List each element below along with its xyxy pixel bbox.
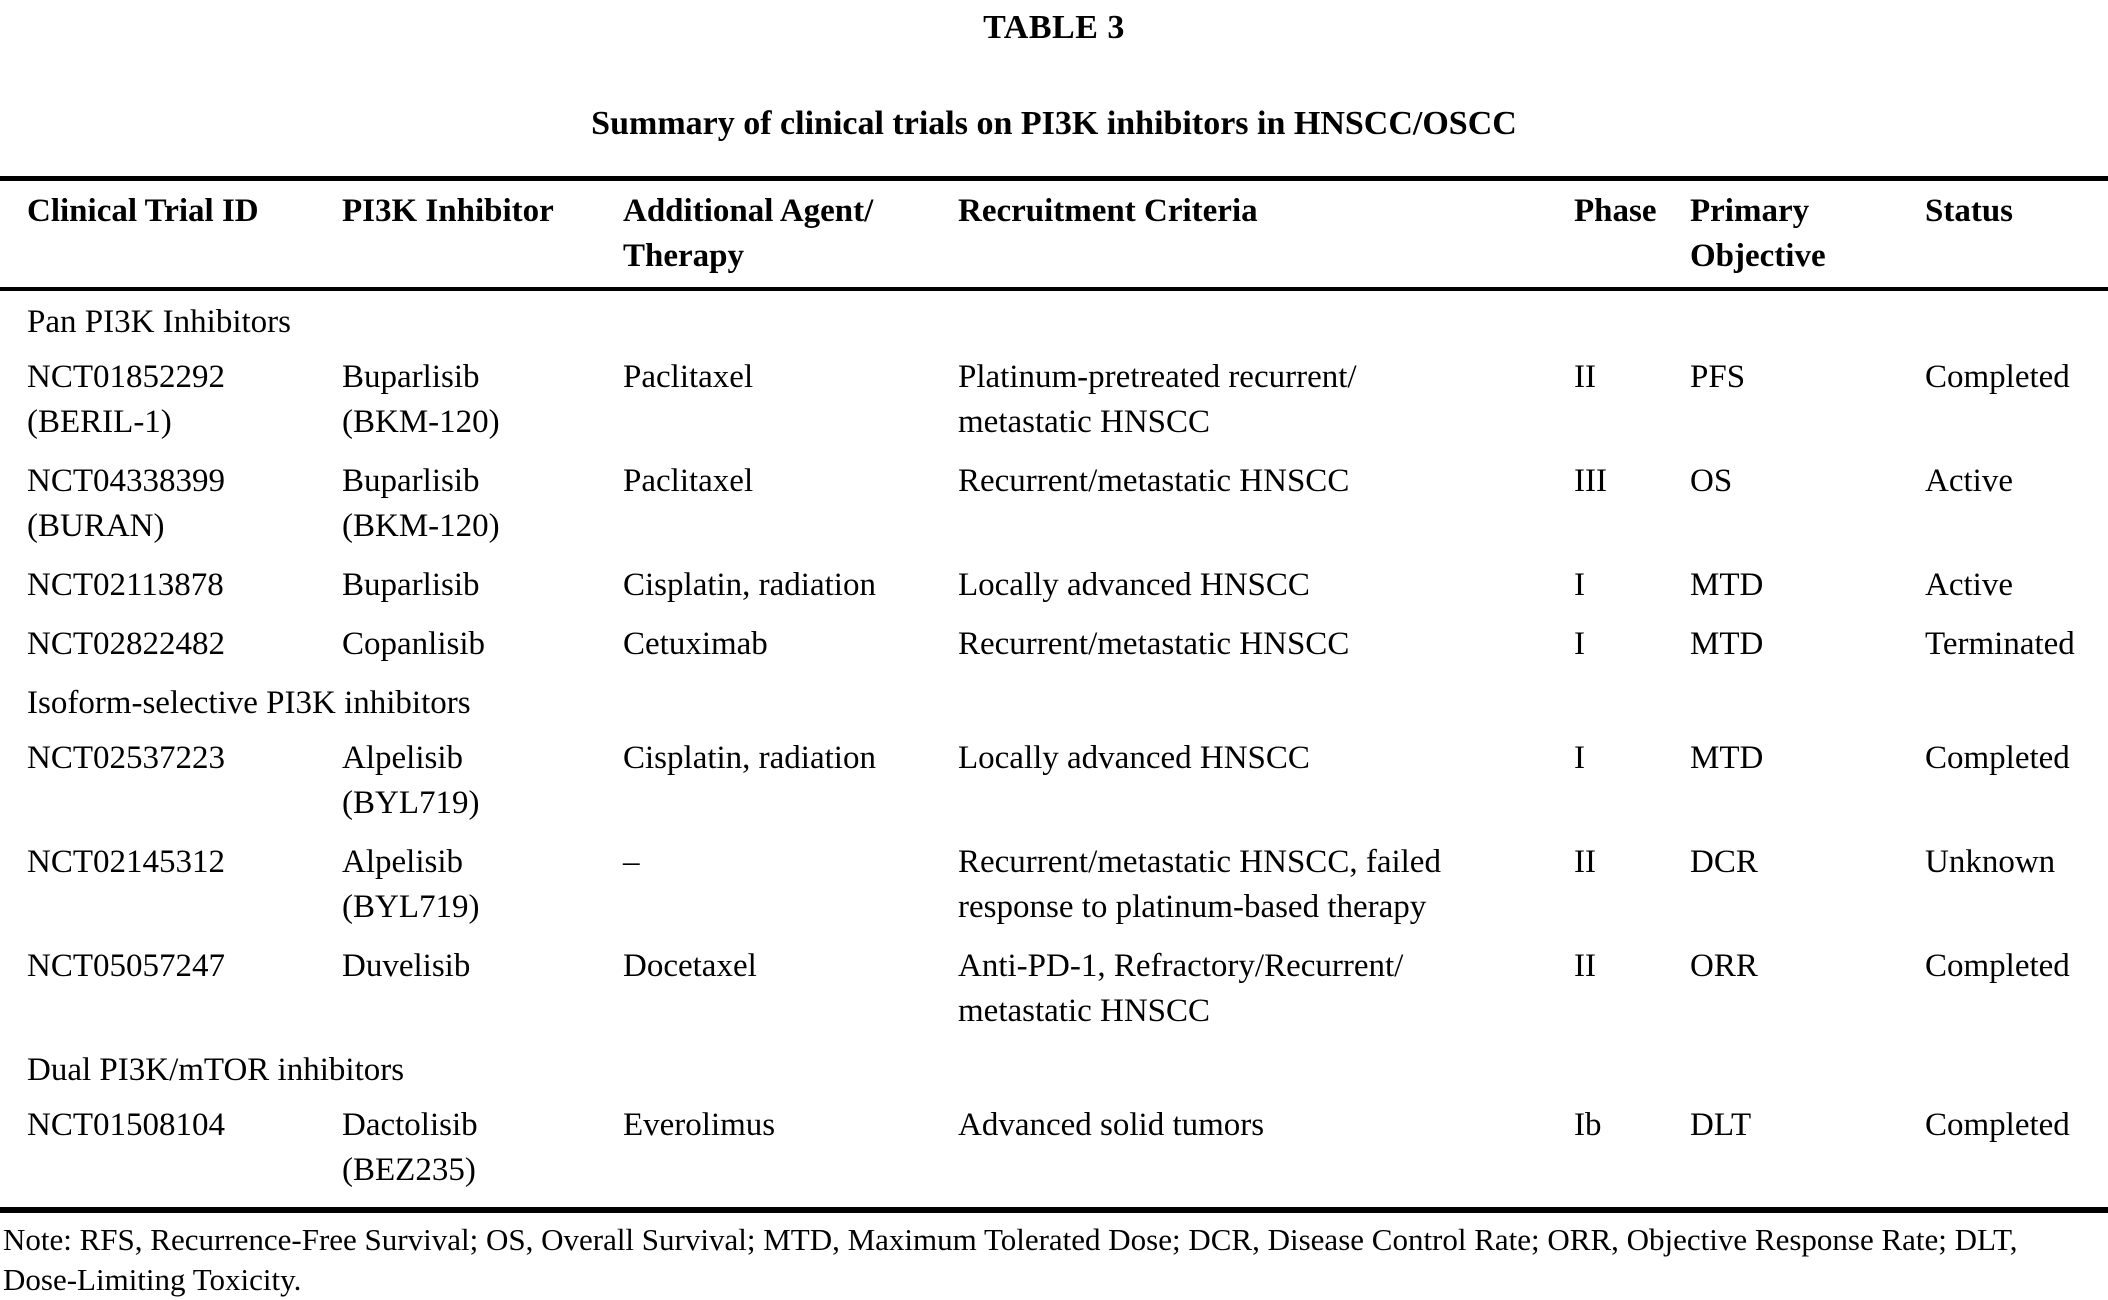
cell-status: Terminated: [1925, 626, 2075, 662]
cell-inhibitor: Buparlisib (BKM-120): [342, 359, 500, 440]
cell-phase: I: [1574, 567, 1585, 603]
cell-status: Completed: [1925, 948, 2070, 984]
cell-agent: –: [623, 844, 640, 880]
cell-inhibitor: Buparlisib: [342, 567, 480, 603]
column-header-phase: Phase: [1574, 178, 1690, 291]
cell-trial-id: NCT02145312: [27, 844, 225, 880]
column-header-pi3k-inhibitor: PI3K Inhibitor: [342, 178, 623, 291]
cell-inhibitor: Alpelisib (BYL719): [342, 844, 480, 925]
trial-row-nct02113878: NCT02113878 Buparlisib Cisplatin, radiat…: [0, 563, 2108, 622]
column-header-status: Status: [1925, 178, 2108, 291]
section-label: Dual PI3K/mTOR inhibitors: [27, 1052, 405, 1088]
cell-criteria: Anti-PD-1, Refractory/Recurrent/ metasta…: [958, 948, 1404, 1029]
table-number-title: TABLE 3: [983, 9, 1125, 46]
cell-status: Completed: [1925, 1107, 2070, 1143]
cell-agent: Docetaxel: [623, 948, 757, 984]
trial-row-nct02822482: NCT02822482 Copanlisib Cetuximab Recurre…: [0, 622, 2108, 681]
cell-objective: MTD: [1690, 740, 1764, 776]
cell-agent: Cisplatin, radiation: [623, 567, 876, 603]
trial-row-nct01852292: NCT01852292 (BERIL-1) Buparlisib (BKM-12…: [0, 355, 2108, 459]
column-header-clinical-trial-id: Clinical Trial ID: [0, 178, 342, 291]
cell-criteria: Recurrent/metastatic HNSCC, failed respo…: [958, 844, 1441, 925]
cell-inhibitor: Alpelisib (BYL719): [342, 740, 480, 821]
cell-phase: II: [1574, 359, 1596, 395]
cell-trial-id: NCT01852292 (BERIL-1): [27, 359, 225, 440]
cell-criteria: Locally advanced HNSCC: [958, 567, 1310, 603]
cell-phase: III: [1574, 463, 1607, 499]
column-header-additional-agent: Additional Agent/ Therapy: [623, 178, 958, 291]
cell-status: Active: [1925, 463, 2013, 499]
cell-trial-id: NCT02822482: [27, 626, 225, 662]
cell-agent: Cetuximab: [623, 626, 768, 662]
cell-trial-id: NCT05057247: [27, 948, 225, 984]
cell-criteria: Locally advanced HNSCC: [958, 740, 1310, 776]
section-label: Isoform-selective PI3K inhibitors: [27, 685, 471, 721]
cell-agent: Paclitaxel: [623, 463, 754, 499]
cell-inhibitor: Copanlisib: [342, 626, 486, 662]
cell-objective: ORR: [1690, 948, 1758, 984]
cell-inhibitor: Duvelisib: [342, 948, 471, 984]
table-caption: Summary of clinical trials on PI3K inhib…: [591, 105, 1517, 142]
cell-objective: MTD: [1690, 567, 1764, 603]
column-header-recruitment-criteria: Recruitment Criteria: [958, 178, 1574, 291]
cell-inhibitor: Dactolisib (BEZ235): [342, 1107, 478, 1188]
trial-row-nct02145312: NCT02145312 Alpelisib (BYL719) – Recurre…: [0, 840, 2108, 944]
trial-row-nct02537223: NCT02537223 Alpelisib (BYL719) Cisplatin…: [0, 736, 2108, 840]
section-label: Pan PI3K Inhibitors: [27, 304, 291, 340]
cell-status: Active: [1925, 567, 2013, 603]
cell-objective: OS: [1690, 463, 1733, 499]
cell-phase: Ib: [1574, 1107, 1602, 1143]
section-row-dual-pi3k-mtor: Dual PI3K/mTOR inhibitors: [0, 1048, 2108, 1103]
trial-row-nct04338399: NCT04338399 (BURAN) Buparlisib (BKM-120)…: [0, 459, 2108, 563]
table-footnote: Note: RFS, Recurrence-Free Survival; OS,…: [3, 1222, 2018, 1297]
section-row-pan-pi3k: Pan PI3K Inhibitors: [0, 289, 2108, 355]
cell-phase: I: [1574, 626, 1585, 662]
cell-status: Completed: [1925, 740, 2070, 776]
cell-trial-id: NCT04338399 (BURAN): [27, 463, 225, 544]
cell-inhibitor: Buparlisib (BKM-120): [342, 463, 500, 544]
cell-phase: I: [1574, 740, 1585, 776]
column-header-primary-objective: Primary Objective: [1690, 178, 1925, 291]
cell-phase: II: [1574, 948, 1596, 984]
clinical-trials-table: Clinical Trial ID PI3K Inhibitor Additio…: [0, 176, 2108, 1213]
cell-criteria: Recurrent/metastatic HNSCC: [958, 626, 1350, 662]
cell-status: Unknown: [1925, 844, 2056, 880]
cell-agent: Cisplatin, radiation: [623, 740, 876, 776]
trial-row-nct05057247: NCT05057247 Duvelisib Docetaxel Anti-PD-…: [0, 944, 2108, 1048]
cell-trial-id: NCT01508104: [27, 1107, 225, 1143]
section-row-isoform-selective: Isoform-selective PI3K inhibitors: [0, 681, 2108, 736]
cell-criteria: Platinum-pretreated recurrent/ metastati…: [958, 359, 1357, 440]
trial-row-nct01508104: NCT01508104 Dactolisib (BEZ235) Everolim…: [0, 1103, 2108, 1210]
header-row: Clinical Trial ID PI3K Inhibitor Additio…: [0, 178, 2108, 291]
cell-phase: II: [1574, 844, 1596, 880]
cell-objective: PFS: [1690, 359, 1746, 395]
table-body: Pan PI3K Inhibitors NCT01852292 (BERIL-1…: [0, 289, 2108, 1210]
cell-objective: MTD: [1690, 626, 1764, 662]
cell-objective: DLT: [1690, 1107, 1752, 1143]
cell-objective: DCR: [1690, 844, 1758, 880]
cell-criteria: Recurrent/metastatic HNSCC: [958, 463, 1350, 499]
cell-criteria: Advanced solid tumors: [958, 1107, 1265, 1143]
cell-agent: Everolimus: [623, 1107, 776, 1143]
cell-agent: Paclitaxel: [623, 359, 754, 395]
table-header: Clinical Trial ID PI3K Inhibitor Additio…: [0, 178, 2108, 291]
cell-trial-id: NCT02537223: [27, 740, 225, 776]
cell-status: Completed: [1925, 359, 2070, 395]
cell-trial-id: NCT02113878: [27, 567, 224, 603]
